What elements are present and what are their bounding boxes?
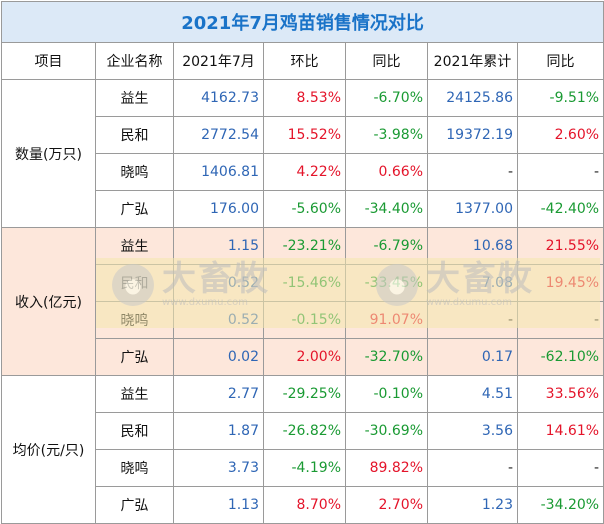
cumulative-value: 1377.00 bbox=[427, 190, 518, 228]
header-yoy: 同比 bbox=[345, 42, 428, 80]
header-row: 项目 企业名称 2021年7月 环比 同比 2021年累计 同比 bbox=[1, 42, 604, 80]
yoy-value: -33.45% bbox=[345, 264, 428, 302]
cumulative-value: 7.08 bbox=[427, 264, 518, 302]
cumulative-value: 10.68 bbox=[427, 227, 518, 265]
month-value: 1.87 bbox=[173, 412, 264, 450]
cum-yoy-value: - bbox=[516, 153, 604, 191]
mom-value: -26.82% bbox=[263, 412, 346, 450]
header-cum-yoy: 同比 bbox=[516, 42, 604, 80]
cumulative-value: - bbox=[427, 449, 518, 487]
month-value: 2.77 bbox=[173, 375, 264, 413]
yoy-value: 0.66% bbox=[345, 153, 428, 191]
mom-value: -0.15% bbox=[263, 301, 346, 339]
cum-yoy-value: -62.10% bbox=[516, 338, 604, 376]
cum-yoy-value: 19.45% bbox=[516, 264, 604, 302]
month-value: 4162.73 bbox=[173, 79, 264, 117]
month-value: 0.02 bbox=[173, 338, 264, 376]
yoy-value: -30.69% bbox=[345, 412, 428, 450]
company-name: 民和 bbox=[95, 412, 174, 450]
cum-yoy-value: 21.55% bbox=[516, 227, 604, 265]
cum-yoy-value: -42.40% bbox=[516, 190, 604, 228]
company-name: 民和 bbox=[95, 116, 174, 154]
yoy-value: -6.79% bbox=[345, 227, 428, 265]
table-row: 广弘 0.02 2.00% -32.70% 0.17 -62.10% bbox=[2, 338, 604, 376]
header-company: 企业名称 bbox=[95, 42, 174, 80]
yoy-value: 91.07% bbox=[345, 301, 428, 339]
table-row: 广弘 176.00 -5.60% -34.40% 1377.00 -42.40% bbox=[2, 190, 604, 228]
cum-yoy-value: -34.20% bbox=[516, 486, 604, 524]
yoy-value: -3.98% bbox=[345, 116, 428, 154]
mom-value: -15.46% bbox=[263, 264, 346, 302]
cumulative-value: - bbox=[427, 153, 518, 191]
cum-yoy-value: 14.61% bbox=[516, 412, 604, 450]
month-value: 1.15 bbox=[173, 227, 264, 265]
cum-yoy-value: - bbox=[516, 301, 604, 339]
cum-yoy-value: -9.51% bbox=[516, 79, 604, 117]
table-row: 晓鸣 1406.81 4.22% 0.66% - - bbox=[2, 153, 604, 191]
header-mom: 环比 bbox=[263, 42, 346, 80]
company-name: 广弘 bbox=[95, 338, 174, 376]
company-name: 益生 bbox=[95, 375, 174, 413]
mom-value: 8.70% bbox=[263, 486, 346, 524]
table-row: 民和 2772.54 15.52% -3.98% 19372.19 2.60% bbox=[2, 116, 604, 154]
cumulative-value: 1.23 bbox=[427, 486, 518, 524]
company-name: 民和 bbox=[95, 264, 174, 302]
table-row: 数量(万只) 益生 4162.73 8.53% -6.70% 24125.86 -9.51% bbox=[1, 79, 604, 228]
company-name: 益生 bbox=[95, 79, 174, 117]
group-label: 均价(元/只) bbox=[1, 375, 96, 524]
table-row: 民和 1.87 -26.82% -30.69% 3.56 14.61% bbox=[2, 412, 604, 450]
mom-value: -5.60% bbox=[263, 190, 346, 228]
cum-yoy-value: 33.56% bbox=[516, 375, 604, 413]
company-name: 晓鸣 bbox=[95, 153, 174, 191]
month-value: 1.13 bbox=[173, 486, 264, 524]
company-name: 广弘 bbox=[95, 190, 174, 228]
yoy-value: -6.70% bbox=[345, 79, 428, 117]
table-row: 均价(元/只) 益生 2.77 -29.25% -0.10% 4.51 33.56% bbox=[1, 375, 604, 524]
month-value: 0.52 bbox=[173, 301, 264, 339]
yoy-value: 89.82% bbox=[345, 449, 428, 487]
group-label: 收入(亿元) bbox=[1, 227, 96, 376]
company-name: 晓鸣 bbox=[95, 449, 174, 487]
yoy-value: 2.70% bbox=[345, 486, 428, 524]
cum-yoy-value: - bbox=[516, 449, 604, 487]
month-value: 2772.54 bbox=[173, 116, 264, 154]
header-month: 2021年7月 bbox=[173, 42, 264, 80]
cumulative-value: 4.51 bbox=[427, 375, 518, 413]
cumulative-value: 0.17 bbox=[427, 338, 518, 376]
mom-value: 2.00% bbox=[263, 338, 346, 376]
table-row: 收入(亿元) 益生 1.15 -23.21% -6.79% 10.68 21.55% bbox=[1, 227, 604, 376]
table-title: 2021年7月鸡苗销售情况对比 bbox=[0, 1, 604, 43]
header-item: 项目 bbox=[1, 42, 96, 80]
cumulative-value: - bbox=[427, 301, 518, 339]
yoy-value: -34.40% bbox=[345, 190, 428, 228]
month-value: 3.73 bbox=[173, 449, 264, 487]
cumulative-value: 19372.19 bbox=[427, 116, 518, 154]
month-value: 1406.81 bbox=[173, 153, 264, 191]
month-value: 176.00 bbox=[173, 190, 264, 228]
company-name: 晓鸣 bbox=[95, 301, 174, 339]
yoy-value: -0.10% bbox=[345, 375, 428, 413]
mom-value: -29.25% bbox=[263, 375, 346, 413]
header-cumulative: 2021年累计 bbox=[427, 42, 518, 80]
yoy-value: -32.70% bbox=[345, 338, 428, 376]
table-row: 晓鸣 3.73 -4.19% 89.82% - - bbox=[2, 449, 604, 487]
cum-yoy-value: 2.60% bbox=[516, 116, 604, 154]
mom-value: -4.19% bbox=[263, 449, 346, 487]
company-name: 益生 bbox=[95, 227, 174, 265]
cumulative-value: 24125.86 bbox=[427, 79, 518, 117]
company-name: 广弘 bbox=[95, 486, 174, 524]
mom-value: 15.52% bbox=[263, 116, 346, 154]
cumulative-value: 3.56 bbox=[427, 412, 518, 450]
mom-value: 8.53% bbox=[263, 79, 346, 117]
mom-value: 4.22% bbox=[263, 153, 346, 191]
group-label: 数量(万只) bbox=[1, 79, 96, 228]
month-value: 0.52 bbox=[173, 264, 264, 302]
mom-value: -23.21% bbox=[263, 227, 346, 265]
